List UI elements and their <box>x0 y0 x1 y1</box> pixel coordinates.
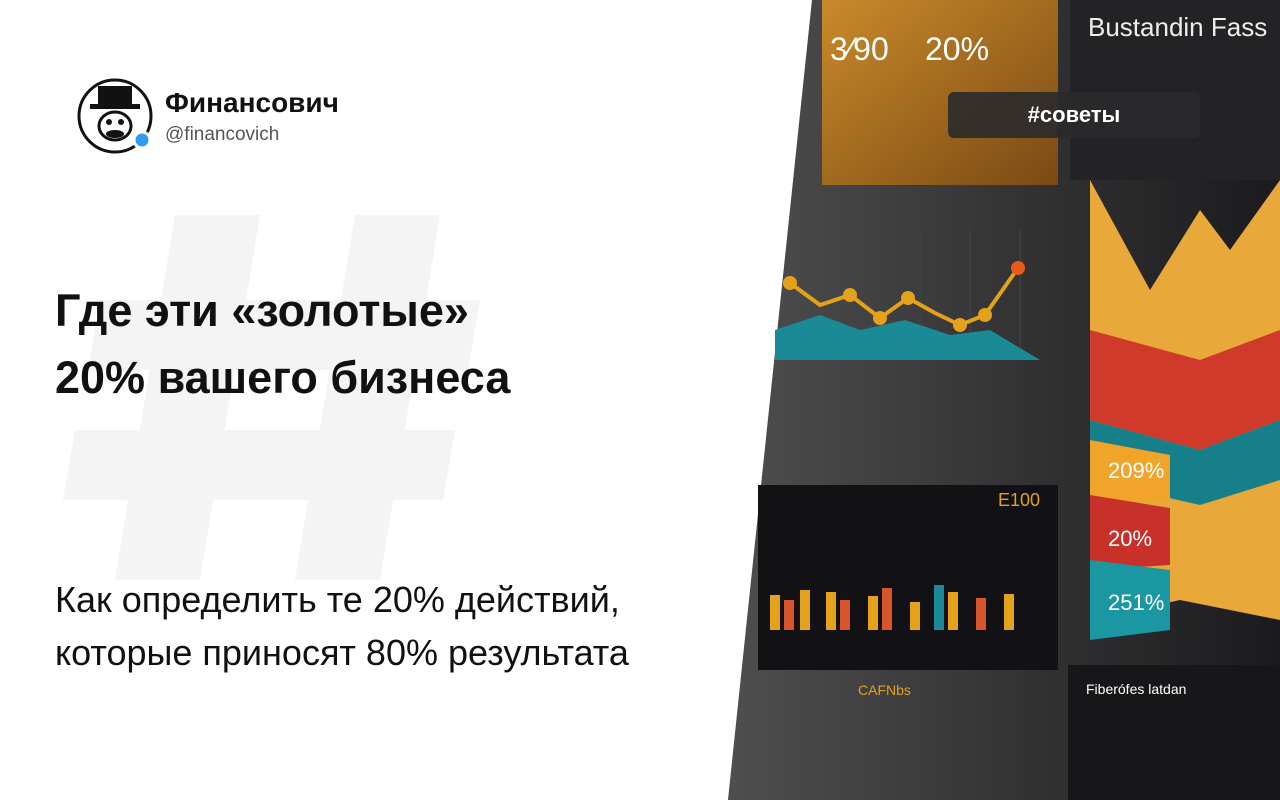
tag[interactable]: #советы <box>1028 102 1121 127</box>
illustration-heading: Bustandin Fass <box>1088 12 1267 42</box>
avatar <box>77 78 153 154</box>
illustration-texts: 3⁄90 20% Bustandin Fass E100 209% 20% 25… <box>830 12 1267 698</box>
title-line: Где эти «золотые» <box>55 285 469 336</box>
watermark <box>63 215 480 580</box>
tag-pill <box>948 92 1200 138</box>
ribbon-label: 20% <box>1108 526 1152 551</box>
footer-title: CAFNbs <box>858 682 911 698</box>
illustration <box>728 0 1280 800</box>
author-name[interactable]: Финансович <box>165 87 339 118</box>
panel-value: 20% <box>925 31 989 67</box>
chart-label: E100 <box>998 490 1040 510</box>
panel-value: 3⁄90 <box>830 31 889 67</box>
subtitle-line: Как определить те 20% действий, <box>55 579 620 620</box>
subtitle-line: которые приносят 80% результата <box>55 632 630 673</box>
author-handle[interactable]: @financovich <box>165 124 279 145</box>
ribbon-label: 209% <box>1108 458 1164 483</box>
footer-title: Fiberófes latdan <box>1086 681 1186 697</box>
ribbon-label: 251% <box>1108 590 1164 615</box>
title-line: 20% вашего бизнеса <box>55 352 511 403</box>
